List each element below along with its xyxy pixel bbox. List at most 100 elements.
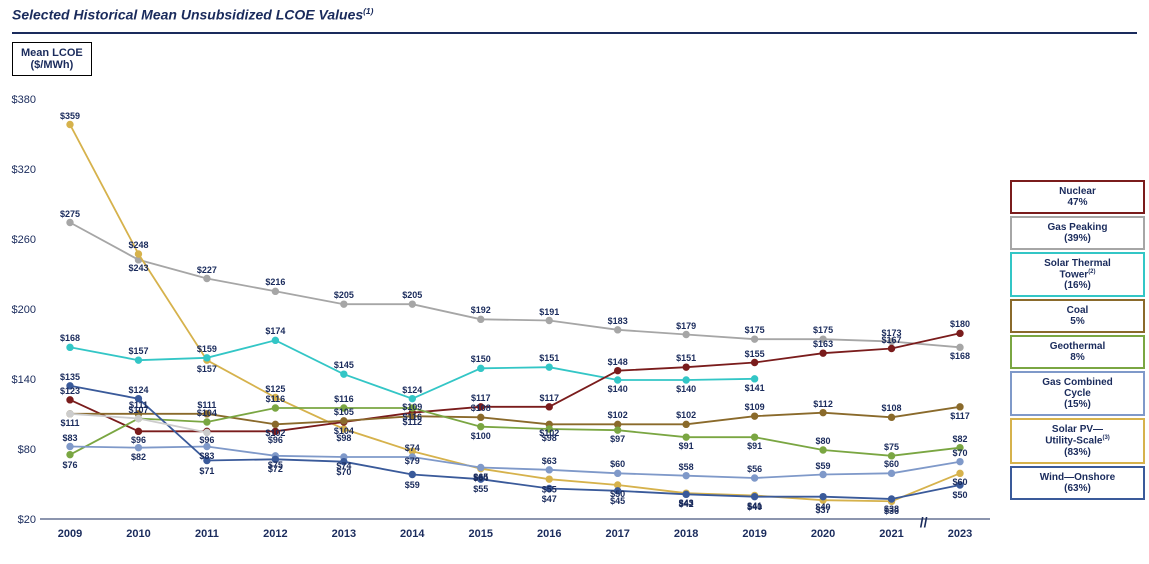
series-marker-gas_peaking bbox=[67, 219, 73, 225]
series-marker-geothermal bbox=[888, 453, 894, 459]
y-tick-label: $140 bbox=[6, 374, 36, 386]
series-marker-wind_onshore bbox=[546, 485, 552, 491]
series-marker-geothermal bbox=[409, 405, 415, 411]
legend-item-name: Coal bbox=[1014, 305, 1141, 316]
series-marker-wind_onshore bbox=[272, 456, 278, 462]
x-tick-label: 2014 bbox=[400, 528, 424, 540]
series-line-solar_pv bbox=[70, 125, 960, 502]
series-marker-wind_onshore bbox=[683, 491, 689, 497]
series-marker-solar_thermal bbox=[751, 376, 757, 382]
series-marker-solar_thermal bbox=[135, 357, 141, 363]
series-marker-geothermal bbox=[546, 426, 552, 432]
series-marker-coal bbox=[341, 418, 347, 424]
x-tick-label: 2012 bbox=[263, 528, 287, 540]
legend-item-name: Cycle bbox=[1014, 388, 1141, 399]
series-marker-solar_thermal bbox=[683, 377, 689, 383]
series-marker-geothermal bbox=[820, 447, 826, 453]
legend-item-solar_thermal: Solar ThermalTower(2)(16%) bbox=[1010, 252, 1145, 297]
series-marker-solar_thermal bbox=[478, 365, 484, 371]
title-rule bbox=[12, 32, 1137, 34]
legend-item-name: Wind—Onshore bbox=[1014, 472, 1141, 483]
series-marker-gas_peaking bbox=[683, 331, 689, 337]
series-marker-solar_pv bbox=[957, 470, 963, 476]
chart-root: Selected Historical Mean Unsubsidized LC… bbox=[0, 0, 1149, 564]
x-tick-label: 2021 bbox=[879, 528, 903, 540]
legend-item-sup: (3) bbox=[1102, 435, 1109, 441]
legend-item-gas_cc: Gas CombinedCycle(15%) bbox=[1010, 371, 1145, 416]
legend-item-pct: (83%) bbox=[1014, 447, 1141, 458]
series-marker-gas_cc bbox=[135, 444, 141, 450]
legend-item-solar_pv: Solar PV—Utility-Scale(3)(83%) bbox=[1010, 418, 1145, 463]
x-tick-label: 2020 bbox=[811, 528, 835, 540]
series-marker-solar_pv bbox=[546, 476, 552, 482]
legend-item-gas_peaking: Gas Peaking(39%) bbox=[1010, 216, 1145, 250]
series-marker-coal bbox=[409, 413, 415, 419]
series-marker-gas_cc bbox=[820, 471, 826, 477]
series-marker-gas_peaking bbox=[272, 288, 278, 294]
series-marker-wind_onshore bbox=[751, 493, 757, 499]
series-marker-unknown_grey bbox=[67, 411, 73, 417]
series-marker-gas_cc bbox=[546, 467, 552, 473]
series-marker-geothermal bbox=[683, 434, 689, 440]
series-marker-wind_onshore bbox=[135, 395, 141, 401]
series-marker-solar_thermal bbox=[546, 364, 552, 370]
series-marker-nuclear bbox=[546, 404, 552, 410]
series-marker-solar_pv bbox=[272, 394, 278, 400]
series-marker-nuclear bbox=[751, 359, 757, 365]
legend-item-pct: (15%) bbox=[1014, 399, 1141, 410]
series-marker-wind_onshore bbox=[478, 476, 484, 482]
y-axis-label-box: Mean LCOE ($/MWh) bbox=[12, 42, 92, 76]
series-marker-geothermal bbox=[614, 427, 620, 433]
series-marker-solar_pv bbox=[67, 121, 73, 127]
series-marker-wind_onshore bbox=[341, 458, 347, 464]
series-marker-gas_cc bbox=[957, 458, 963, 464]
series-marker-wind_onshore bbox=[614, 488, 620, 494]
series-marker-gas_cc bbox=[478, 464, 484, 470]
x-tick-label: 2011 bbox=[195, 528, 219, 540]
x-tick-label: 2017 bbox=[605, 528, 629, 540]
series-marker-coal bbox=[957, 404, 963, 410]
chart-title: Selected Historical Mean Unsubsidized LC… bbox=[12, 6, 373, 23]
series-marker-gas_peaking bbox=[478, 316, 484, 322]
series-marker-geothermal bbox=[204, 419, 210, 425]
y-tick-label: $380 bbox=[6, 94, 36, 106]
legend: Nuclear47%Gas Peaking(39%)Solar ThermalT… bbox=[1010, 180, 1145, 502]
x-tick-label: 2015 bbox=[469, 528, 493, 540]
series-marker-wind_onshore bbox=[67, 383, 73, 389]
series-marker-nuclear bbox=[683, 364, 689, 370]
legend-item-name: Tower(2) bbox=[1014, 269, 1141, 280]
series-marker-nuclear bbox=[957, 330, 963, 336]
series-marker-geothermal bbox=[478, 423, 484, 429]
series-marker-geothermal bbox=[341, 405, 347, 411]
legend-item-geothermal: Geothermal8% bbox=[1010, 335, 1145, 369]
series-marker-nuclear bbox=[614, 367, 620, 373]
series-marker-nuclear bbox=[820, 350, 826, 356]
y-tick-label: $80 bbox=[6, 444, 36, 456]
series-marker-gas_cc bbox=[409, 454, 415, 460]
series-marker-gas_peaking bbox=[341, 301, 347, 307]
series-line-nuclear bbox=[70, 333, 960, 431]
series-marker-solar_thermal bbox=[67, 344, 73, 350]
legend-item-name: Geothermal bbox=[1014, 341, 1141, 352]
y-tick-label: $20 bbox=[6, 514, 36, 526]
legend-item-wind_onshore: Wind—Onshore(63%) bbox=[1010, 466, 1145, 500]
series-marker-wind_onshore bbox=[957, 482, 963, 488]
series-marker-nuclear bbox=[67, 397, 73, 403]
series-marker-unknown_grey bbox=[135, 415, 141, 421]
legend-item-name: Gas Combined bbox=[1014, 377, 1141, 388]
series-marker-nuclear bbox=[135, 428, 141, 434]
series-marker-coal bbox=[683, 421, 689, 427]
chart-title-sup: (1) bbox=[363, 6, 373, 16]
series-marker-nuclear bbox=[888, 345, 894, 351]
legend-item-pct: 47% bbox=[1014, 197, 1141, 208]
series-marker-gas_cc bbox=[888, 470, 894, 476]
series-marker-solar_thermal bbox=[341, 371, 347, 377]
y-axis-label-line1: Mean LCOE bbox=[21, 47, 83, 59]
series-marker-coal bbox=[888, 414, 894, 420]
series-marker-gas_peaking bbox=[957, 344, 963, 350]
legend-item-sup: (2) bbox=[1088, 269, 1095, 275]
series-marker-gas_peaking bbox=[204, 275, 210, 281]
series-marker-gas_peaking bbox=[546, 317, 552, 323]
series-marker-geothermal bbox=[67, 451, 73, 457]
series-line-wind_onshore bbox=[70, 386, 960, 499]
